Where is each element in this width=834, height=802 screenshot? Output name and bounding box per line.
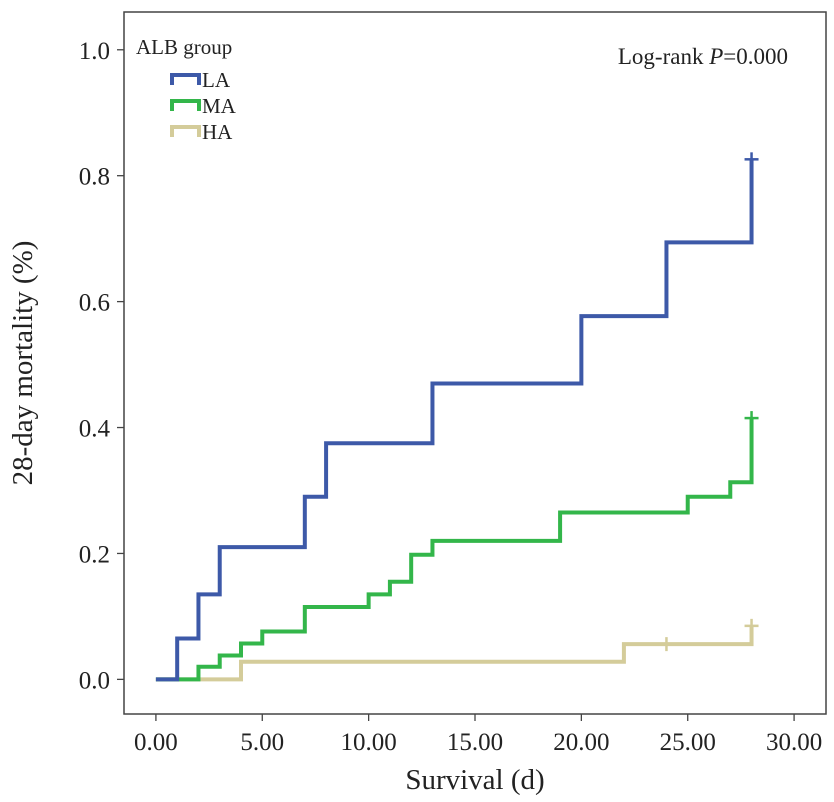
y-tick-label: 0.2 <box>79 541 110 568</box>
x-tick-label: 10.00 <box>341 729 397 756</box>
y-axis-title: 28-day mortality (%) <box>7 241 39 486</box>
plot-frame <box>123 11 827 715</box>
y-tick-label: 0.4 <box>79 416 111 443</box>
y-axis-ticks: 0.0 0.2 0.4 0.6 0.8 1.0 <box>79 38 124 694</box>
y-tick-label: 0.0 <box>79 667 110 694</box>
survival-curves <box>155 152 759 682</box>
x-axis-title: Survival (d) <box>405 764 544 796</box>
x-axis-ticks: 0.00 5.00 10.00 15.00 20.00 25.00 30.00 <box>134 714 822 756</box>
legend-label-ma: MA <box>202 94 237 118</box>
legend-label-ha: HA <box>202 120 233 144</box>
legend-label-la: LA <box>202 68 231 92</box>
series-line-la <box>155 159 754 682</box>
annotation-prefix: Log-rank <box>618 44 709 69</box>
log-rank-annotation: Log-rank P=0.000 <box>618 44 788 69</box>
legend-swatch-ha <box>170 125 201 137</box>
legend-swatch-ma <box>170 99 201 111</box>
legend-title: ALB group <box>136 35 232 59</box>
series-line-ha <box>155 625 754 682</box>
y-tick-label: 0.8 <box>79 164 110 191</box>
x-tick-label: 0.00 <box>134 729 178 756</box>
x-tick-label: 5.00 <box>240 729 284 756</box>
x-tick-label: 25.00 <box>660 729 716 756</box>
series-line-ma <box>155 418 754 682</box>
y-tick-label: 0.6 <box>79 290 110 317</box>
x-tick-label: 15.00 <box>447 729 503 756</box>
annotation-suffix: =0.000 <box>723 44 788 69</box>
legend-swatch-la <box>170 73 201 85</box>
x-tick-label: 30.00 <box>766 729 822 756</box>
x-tick-label: 20.00 <box>553 729 609 756</box>
annotation-p: P <box>708 44 723 69</box>
y-tick-label: 1.0 <box>79 38 110 65</box>
